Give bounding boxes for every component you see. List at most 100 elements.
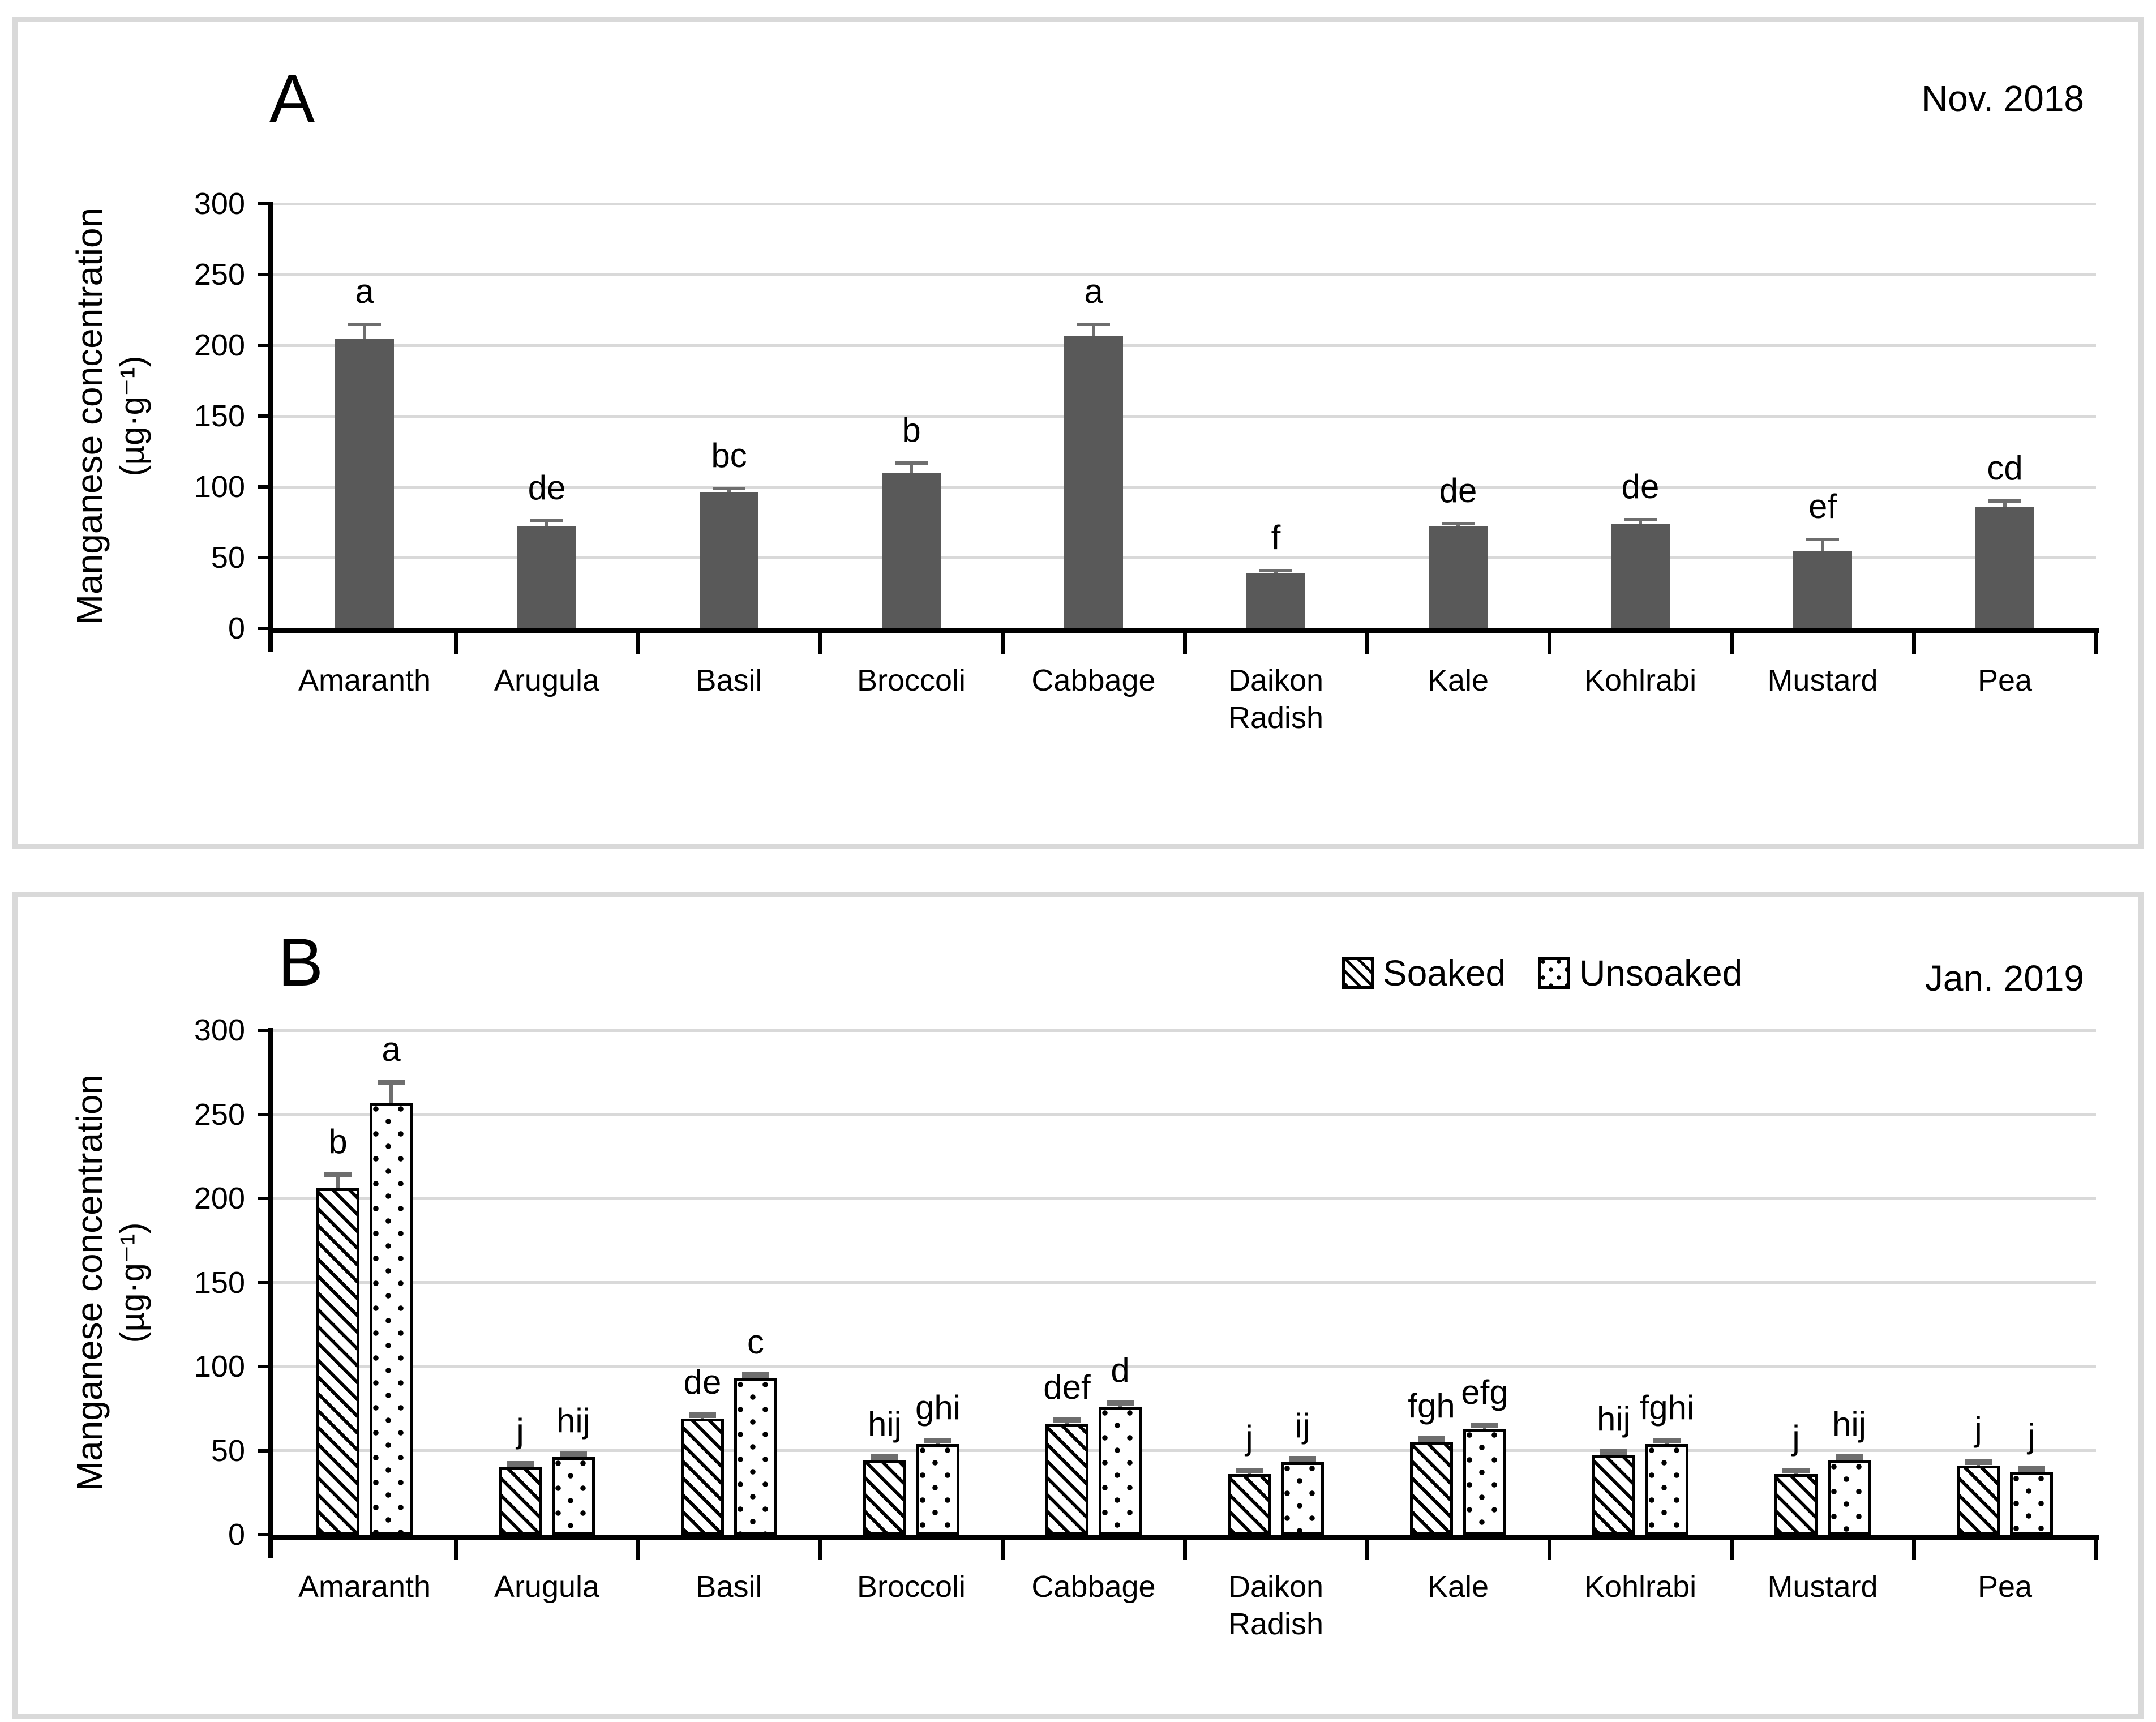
x-axis-tick-10: [2094, 633, 2098, 654]
bar-mustard-value: [1793, 550, 1852, 628]
bar-kohlrabi-soaked: [1592, 1455, 1635, 1535]
error-bar-cap-basil-soaked: [689, 1412, 716, 1419]
legend-unsoaked-label: Unsoaked: [1579, 953, 1743, 993]
bar-kale-value: [1429, 526, 1488, 628]
error-bar-cap-cabbage-unsoaked: [1107, 1400, 1134, 1407]
error-bar-cap-amaranth-soaked: [324, 1172, 352, 1178]
bar-mustard-soaked: [1774, 1474, 1818, 1535]
sig-letter-basil-value: bc: [711, 436, 747, 474]
sig-letter-amaranth-unsoaked: a: [382, 1030, 401, 1069]
sig-letter-kale-soaked: fgh: [1408, 1386, 1455, 1425]
bar-kohlrabi-unsoaked: [1645, 1443, 1688, 1535]
sig-letter-broccoli-unsoaked: ghi: [915, 1388, 961, 1427]
sig-letter-basil-soaked: de: [683, 1363, 722, 1402]
y-axis-tick-label-0: 0: [228, 1518, 245, 1552]
bar-arugula-soaked: [499, 1467, 542, 1535]
gridline-200: [273, 1197, 2096, 1200]
sig-letter-arugula-value: de: [528, 469, 566, 507]
error-bar-cap-basil-value: [713, 486, 745, 490]
x-axis-tick-1: [454, 1540, 458, 1560]
category-label-basil: Basil: [696, 1570, 762, 1604]
error-bar-cap-cabbage-value: [1077, 322, 1110, 326]
bar-pea-unsoaked: [2010, 1472, 2053, 1535]
error-bar-cap-mustard-value: [1806, 537, 1839, 541]
bar-kohlrabi-value: [1611, 524, 1670, 628]
bar-pea-value: [1975, 507, 2034, 628]
bar-arugula-value: [517, 526, 576, 628]
bar-basil-value: [700, 492, 758, 628]
bar-broccoli-soaked: [863, 1460, 906, 1535]
x-axis-tick-9: [1912, 1540, 1916, 1560]
error-bar-line-arugula-value: [545, 521, 548, 526]
y-axis-tick-250: [258, 273, 273, 276]
error-bar-line-mustard-value: [1821, 539, 1824, 551]
gridline-50: [273, 1449, 2096, 1452]
y-axis-line: [268, 202, 273, 652]
error-bar-line-cabbage-value: [1092, 324, 1095, 336]
error-bar-line-amaranth-value: [363, 324, 366, 339]
error-bar-cap-kohlrabi-soaked: [1600, 1449, 1627, 1455]
error-bar-line-amaranth-soaked: [336, 1175, 340, 1189]
x-axis-tick-5: [1183, 633, 1187, 654]
x-axis-tick-3: [818, 1540, 822, 1560]
y-axis-tick-0: [258, 627, 273, 630]
error-bar-cap-amaranth-unsoaked: [378, 1080, 405, 1086]
bar-amaranth-value: [335, 338, 394, 628]
y-axis-tick-label-300: 300: [194, 1013, 245, 1047]
error-bar-line-pea-value: [2003, 501, 2007, 507]
sig-letter-basil-unsoaked: c: [747, 1322, 764, 1361]
x-axis-line: [268, 1535, 2099, 1540]
error-bar-cap-broccoli-unsoaked: [924, 1437, 951, 1443]
y-axis-tick-100: [258, 485, 273, 489]
x-axis-tick-4: [1001, 633, 1005, 654]
sig-letter-kohlrabi-unsoaked: fghi: [1639, 1388, 1695, 1427]
bar-pea-soaked: [1957, 1466, 2000, 1535]
bar-cabbage-unsoaked: [1099, 1407, 1142, 1535]
sig-letter-kale-unsoaked: efg: [1461, 1373, 1508, 1411]
y-axis-tick-label-300: 300: [194, 187, 245, 221]
sig-letter-cabbage-soaked: def: [1043, 1368, 1091, 1407]
y-axis-tick-150: [258, 414, 273, 418]
error-bar-cap-arugula-soaked: [507, 1461, 534, 1467]
category-label-daikon-radish: Daikon Radish: [1228, 1570, 1324, 1641]
error-bar-cap-daikon-radish-value: [1259, 568, 1292, 572]
category-label-pea: Pea: [1977, 1570, 2033, 1604]
error-bar-cap-arugula-unsoaked: [560, 1451, 587, 1457]
bar-broccoli-unsoaked: [916, 1443, 959, 1535]
error-bar-cap-daikon-radish-unsoaked: [1289, 1456, 1316, 1462]
error-bar-line-broccoli-value: [910, 462, 913, 473]
x-axis-tick-7: [1548, 1540, 1551, 1560]
legend: Soaked Unsoaked: [1342, 955, 1742, 991]
sig-letter-arugula-soaked: j: [516, 1412, 524, 1450]
sig-letter-amaranth-soaked: b: [328, 1123, 348, 1161]
category-label-arugula: Arugula: [494, 1570, 600, 1604]
sig-letter-daikon-radish-value: f: [1271, 518, 1281, 556]
sig-letter-mustard-soaked: j: [1792, 1419, 1800, 1457]
category-label-kohlrabi: Kohlrabi: [1584, 663, 1697, 697]
legend-soaked-label: Soaked: [1383, 953, 1506, 993]
panel-b-date-label: Jan. 2019: [1924, 958, 2084, 999]
bar-cabbage-value: [1064, 335, 1123, 628]
error-bar-cap-broccoli-soaked: [871, 1454, 898, 1460]
sig-letter-pea-value: cd: [1987, 449, 2023, 487]
gridline-100: [273, 485, 2096, 489]
error-bar-cap-kale-unsoaked: [1471, 1422, 1498, 1428]
y-axis-tick-label-50: 50: [211, 541, 245, 575]
category-label-kale: Kale: [1427, 663, 1489, 697]
sig-letter-amaranth-value: a: [355, 272, 374, 310]
sig-letter-kohlrabi-soaked: hij: [1596, 1400, 1631, 1438]
x-axis-tick-7: [1548, 633, 1551, 654]
panel-a-label: A: [269, 61, 315, 136]
category-label-kale: Kale: [1427, 1570, 1489, 1604]
panel-b-label: B: [278, 924, 324, 1000]
sig-letter-broccoli-value: b: [902, 410, 921, 449]
bar-amaranth-unsoaked: [370, 1102, 413, 1535]
bar-basil-soaked: [681, 1419, 724, 1535]
legend-soaked-swatch-icon: [1342, 957, 1374, 989]
category-label-pea: Pea: [1977, 663, 2033, 697]
y-axis-tick-label-0: 0: [228, 611, 245, 645]
sig-letter-cabbage-unsoaked: d: [1111, 1351, 1130, 1390]
error-bar-cap-basil-unsoaked: [742, 1372, 769, 1378]
sig-letter-kohlrabi-value: de: [1621, 467, 1660, 506]
